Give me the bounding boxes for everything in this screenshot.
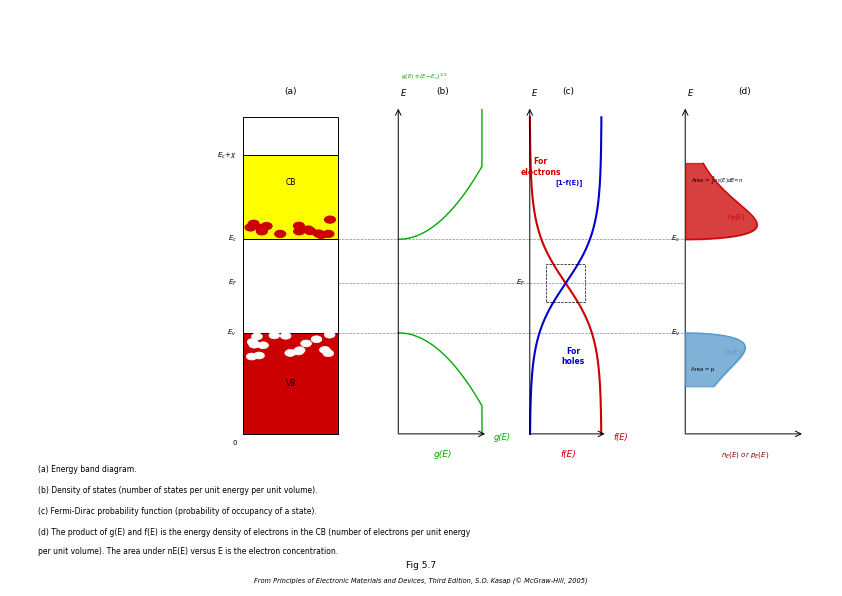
Bar xyxy=(546,264,585,302)
Circle shape xyxy=(248,339,258,345)
Circle shape xyxy=(257,225,267,231)
Circle shape xyxy=(274,231,285,237)
Text: Electron and Hole Conduction: Electron and Hole Conduction xyxy=(51,23,516,51)
Bar xyxy=(242,333,338,434)
Circle shape xyxy=(269,332,280,339)
Circle shape xyxy=(261,223,272,229)
Circle shape xyxy=(293,348,304,355)
Bar xyxy=(242,240,338,333)
Circle shape xyxy=(294,228,305,235)
Text: (d) The product of g(E) and f(E) is the energy density of electrons in the CB (n: (d) The product of g(E) and f(E) is the … xyxy=(38,529,470,538)
Text: $E_F$: $E_F$ xyxy=(227,278,237,288)
Text: (d): (d) xyxy=(738,88,751,97)
Circle shape xyxy=(249,342,259,348)
Circle shape xyxy=(247,353,257,360)
Text: (b) Density of states (number of states per unit energy per unit volume).: (b) Density of states (number of states … xyxy=(38,486,317,495)
Circle shape xyxy=(294,347,305,353)
Circle shape xyxy=(324,331,335,338)
Text: $E_c$: $E_c$ xyxy=(671,234,680,244)
Text: f(E): f(E) xyxy=(614,433,628,442)
Text: (c) Fermi-Dirac probability function (probability of occupancy of a state).: (c) Fermi-Dirac probability function (pr… xyxy=(38,507,317,517)
Text: From Principles of Electronic Materials and Devices, Third Edition, S.O. Kasap (: From Principles of Electronic Materials … xyxy=(254,578,588,585)
Circle shape xyxy=(319,346,330,353)
Text: $E_F$: $E_F$ xyxy=(515,278,525,288)
Text: (b): (b) xyxy=(437,88,450,97)
Text: $p_E(E)$: $p_E(E)$ xyxy=(724,347,742,357)
Text: [1-f(E)]: [1-f(E)] xyxy=(556,179,583,186)
Text: Area = $\int\!n_E(E)dE\!=\!n$: Area = $\int\!n_E(E)dE\!=\!n$ xyxy=(691,175,743,186)
Circle shape xyxy=(323,231,333,237)
Text: f(E): f(E) xyxy=(561,450,577,459)
Text: $n_E(E)$: $n_E(E)$ xyxy=(727,212,745,222)
Text: $E_c$: $E_c$ xyxy=(228,234,237,244)
Circle shape xyxy=(313,230,324,237)
Circle shape xyxy=(245,224,256,231)
Circle shape xyxy=(258,342,269,349)
Circle shape xyxy=(325,216,335,223)
Text: Area = p: Area = p xyxy=(691,367,715,372)
Circle shape xyxy=(248,221,259,227)
Bar xyxy=(242,117,338,434)
Text: (a): (a) xyxy=(285,88,297,97)
Text: g(E): g(E) xyxy=(494,433,511,442)
Circle shape xyxy=(294,222,304,229)
Text: $g(E)\propto(E\!-\!E_c)^{1/2}$: $g(E)\propto(E\!-\!E_c)^{1/2}$ xyxy=(402,72,448,82)
Circle shape xyxy=(252,333,263,340)
Text: 0: 0 xyxy=(232,440,237,446)
Circle shape xyxy=(257,228,267,235)
Text: E: E xyxy=(532,89,537,98)
Text: Fig 5.7: Fig 5.7 xyxy=(406,561,436,570)
Text: $E_v$: $E_v$ xyxy=(671,328,680,338)
Text: E: E xyxy=(688,89,693,98)
Text: (a) Energy band diagram.: (a) Energy band diagram. xyxy=(38,465,136,474)
Circle shape xyxy=(280,333,291,339)
Text: E: E xyxy=(401,89,406,98)
Circle shape xyxy=(253,352,264,359)
Text: g(E): g(E) xyxy=(434,450,452,459)
Bar xyxy=(242,156,338,240)
Circle shape xyxy=(311,336,322,343)
Circle shape xyxy=(305,228,316,234)
Circle shape xyxy=(285,349,296,356)
Text: For
holes: For holes xyxy=(562,347,584,367)
Text: per unit volume). The area under nE(E) versus E is the electron concentration.: per unit volume). The area under nE(E) v… xyxy=(38,547,338,556)
Text: VB: VB xyxy=(285,379,296,388)
Text: For
electrons: For electrons xyxy=(520,157,561,176)
Circle shape xyxy=(302,226,313,233)
Circle shape xyxy=(301,340,312,347)
Circle shape xyxy=(322,350,333,356)
Text: $E_v$: $E_v$ xyxy=(227,328,237,338)
Text: (c): (c) xyxy=(562,88,574,97)
Text: $E_c\!+\!\chi$: $E_c\!+\!\chi$ xyxy=(217,150,237,160)
Text: $n_E(E)$ or $p_E(E)$: $n_E(E)$ or $p_E(E)$ xyxy=(721,450,769,460)
Circle shape xyxy=(316,231,327,238)
Text: CB: CB xyxy=(285,178,296,187)
